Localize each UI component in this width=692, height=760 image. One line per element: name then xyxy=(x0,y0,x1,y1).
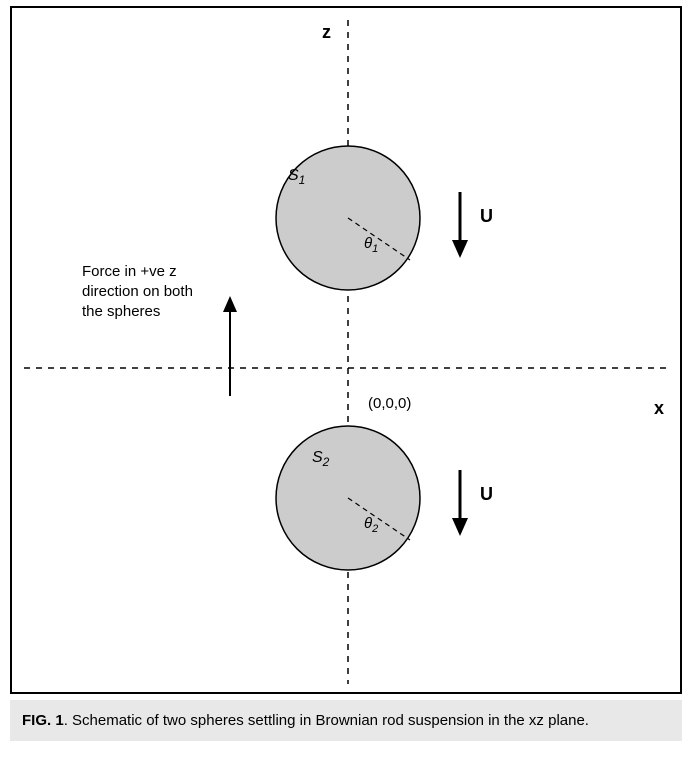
theta-1-sub: 1 xyxy=(372,243,378,255)
force-arrow-head xyxy=(223,296,237,312)
z-axis-label: z xyxy=(322,22,331,42)
figure-container: S1 θ1 S2 θ2 z x (0,0,0) Force in +ve xyxy=(0,0,692,741)
u-label-2: U xyxy=(480,484,493,504)
origin-label: (0,0,0) xyxy=(368,395,411,412)
sphere-2-label-sub: 2 xyxy=(322,455,330,469)
force-text-line3: the spheres xyxy=(82,303,160,320)
diagram-svg: S1 θ1 S2 θ2 z x (0,0,0) Force in +ve xyxy=(12,8,680,692)
caption-fig-label: FIG. 1 xyxy=(22,712,64,729)
force-text-line1: Force in +ve z xyxy=(82,263,177,280)
sphere-2-label-s: S xyxy=(312,449,323,466)
force-text-line2: direction on both xyxy=(82,283,193,300)
theta-1-sym: θ xyxy=(364,235,372,252)
diagram-box: S1 θ1 S2 θ2 z x (0,0,0) Force in +ve xyxy=(10,6,682,694)
u-arrow-1-head xyxy=(452,240,468,258)
theta-2-sym: θ xyxy=(364,515,372,532)
u-arrow-2-head xyxy=(452,518,468,536)
figure-caption: FIG. 1. Schematic of two spheres settlin… xyxy=(10,700,682,741)
sphere-1-label-sub: 1 xyxy=(299,173,306,187)
u-label-1: U xyxy=(480,206,493,226)
x-axis-label: x xyxy=(654,398,664,418)
sphere-1-label-s: S xyxy=(288,167,299,184)
caption-text: . Schematic of two spheres settling in B… xyxy=(64,712,589,729)
theta-2-sub: 2 xyxy=(371,523,378,535)
